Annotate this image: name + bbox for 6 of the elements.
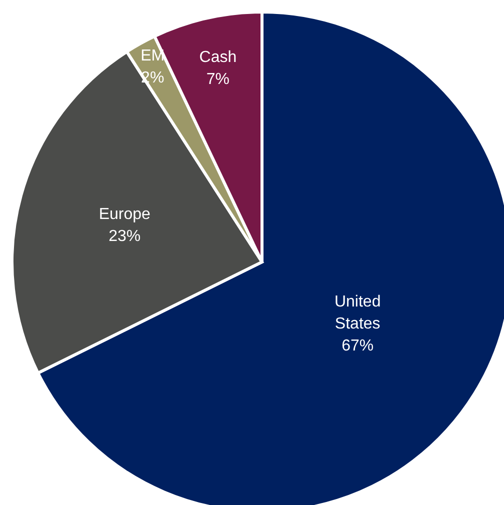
slice-label: Cash	[199, 48, 237, 66]
slice-label: Europe	[98, 206, 151, 224]
data-label: 67%	[342, 337, 374, 354]
data-label: 23%	[108, 228, 141, 246]
slice-label: United States	[334, 293, 381, 332]
data-label: 7%	[206, 70, 230, 88]
